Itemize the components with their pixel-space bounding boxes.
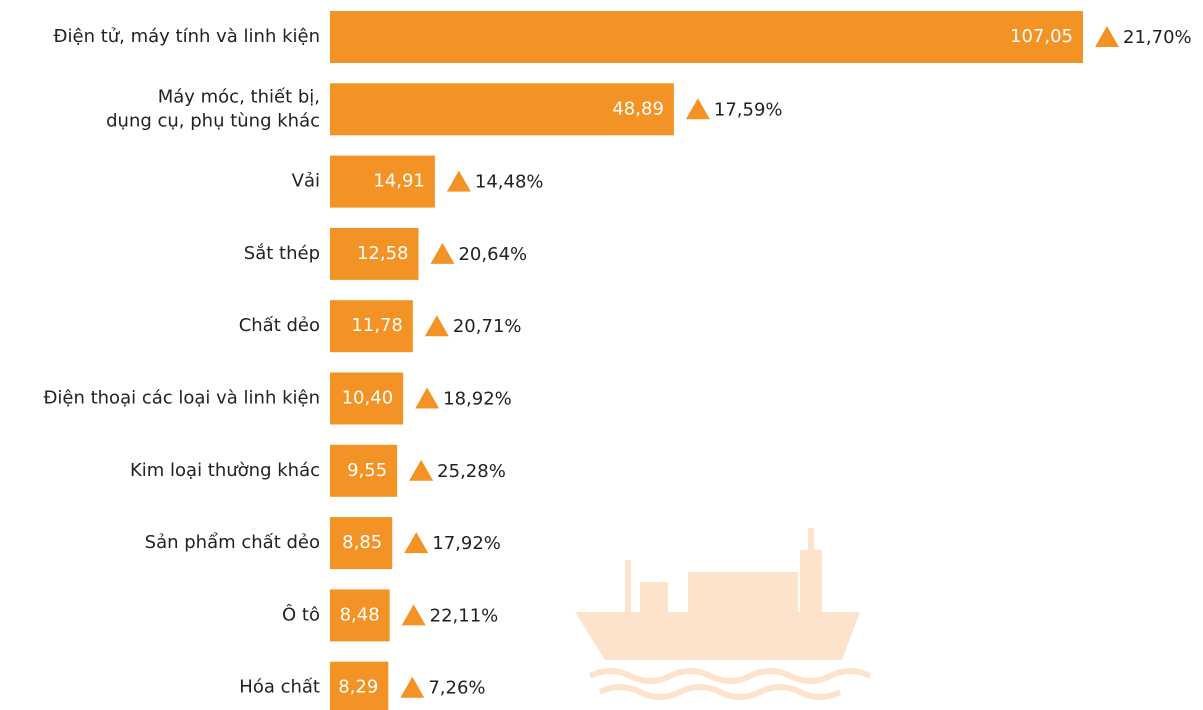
bar [330,11,1083,63]
bar [330,661,389,710]
change-triangle [400,676,425,698]
bar [330,444,398,497]
change-label: 25,28% [437,461,506,482]
ship-watermark [575,528,872,700]
value-label: 8,85 [342,532,382,553]
change-triangle [415,387,440,409]
change-label: 20,71% [453,316,522,337]
value-label: 107,05 [1010,26,1073,47]
bar [330,83,674,136]
category-label: Sản phẩm chất dẻo [145,532,320,553]
change-triangle [409,459,434,481]
change-label: 22,11% [430,605,499,626]
category-label: Vải [292,171,320,192]
change-triangle [430,242,455,264]
change-label: 21,70% [1123,27,1192,48]
value-label: 11,78 [351,315,403,336]
change-label: 17,92% [432,533,501,554]
value-label: 8,29 [338,677,378,698]
change-label: 17,59% [714,99,783,120]
bar [330,372,404,425]
bar [330,300,413,353]
category-label: Chất dẻo [239,315,320,336]
change-label: 20,64% [458,244,527,265]
change-label: 14,48% [475,172,544,193]
value-label: 48,89 [612,98,664,119]
bar [330,517,393,570]
category-label: Hóa chất [239,677,320,698]
category-label: Sắt thép [244,243,320,264]
change-triangle [446,170,471,192]
value-label: 9,55 [347,460,387,481]
category-label: Máy móc, thiết bị, dụng cụ, phụ tùng khác [106,86,320,131]
change-triangle [685,98,710,120]
change-triangle [404,532,429,554]
change-label: 18,92% [443,389,512,410]
value-label: 10,40 [342,388,394,409]
value-label: 8,48 [340,604,380,625]
change-triangle [424,315,449,337]
change-triangle [1095,26,1119,47]
bar [330,227,419,280]
bar [330,155,435,208]
change-label: 7,26% [428,678,485,699]
category-label: Điện tử, máy tính và linh kiện [54,26,320,47]
change-triangle [401,604,426,626]
category-label: Kim loại thường khác [130,460,320,481]
value-label: 12,58 [357,243,409,264]
value-label: 14,91 [373,171,425,192]
category-label: Điện thoại các loại và linh kiện [43,388,320,409]
bar [330,589,390,642]
category-label: Ô tô [282,603,320,625]
